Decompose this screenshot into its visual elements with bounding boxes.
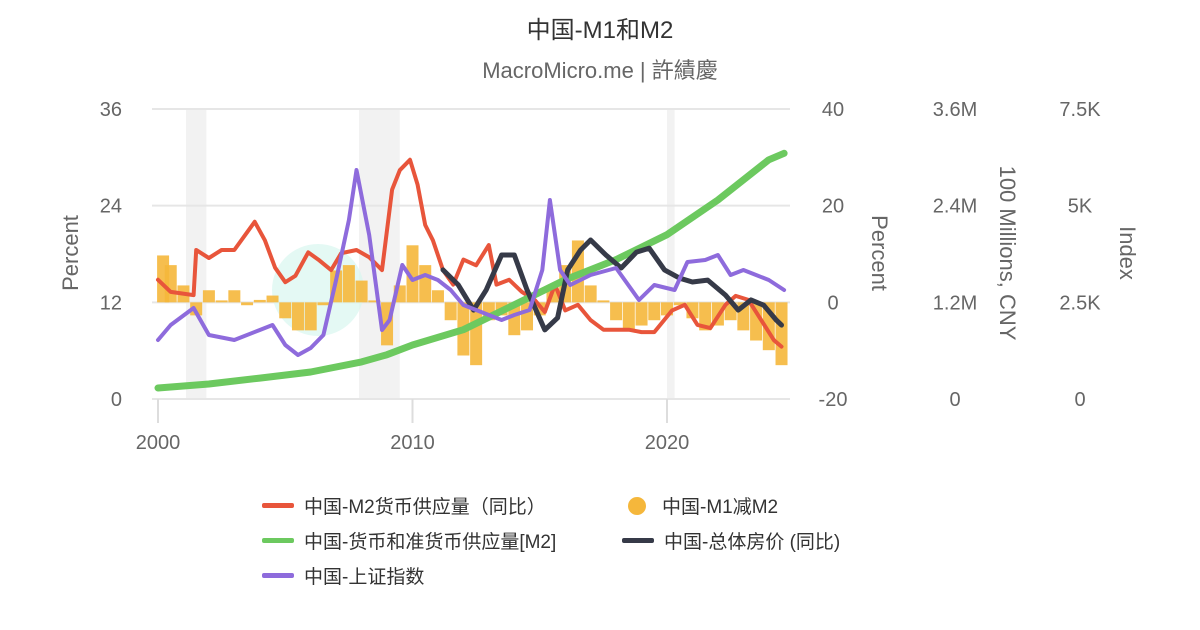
legend-item-m1-minus-m2[interactable]: 中国-M1减M2 xyxy=(622,492,778,519)
x-tick-label: 2000 xyxy=(136,432,181,454)
legend-swatch xyxy=(628,496,646,515)
y-tick-label: -20 xyxy=(819,389,848,411)
legend-swatch xyxy=(262,573,294,578)
legend-label: 中国-M1减M2 xyxy=(662,497,779,518)
legend-label: 中国-M2货币供应量（同比） xyxy=(304,497,546,518)
bar xyxy=(342,265,355,303)
y-tick-label: 5K xyxy=(1068,196,1093,218)
y-tick-label: 0 xyxy=(111,389,122,411)
y-tick-label: 24 xyxy=(100,196,122,218)
y-tick-label: 36 xyxy=(100,99,122,121)
series-line xyxy=(156,168,787,357)
right-index-axis-title: Index xyxy=(1115,226,1140,280)
left-axis-title: Percent xyxy=(58,215,83,291)
y-tick-label: 1.2M xyxy=(933,292,977,314)
legend-label: 中国-总体房价 (同比) xyxy=(664,532,841,553)
legend-swatch xyxy=(262,503,294,508)
legend-swatch xyxy=(622,538,654,543)
bar xyxy=(215,300,228,303)
bar xyxy=(584,285,597,303)
bar xyxy=(431,290,444,303)
bar xyxy=(304,302,317,331)
y-tick-label: 7.5K xyxy=(1059,99,1101,121)
bar xyxy=(202,290,215,303)
series-line xyxy=(156,157,784,349)
bar xyxy=(368,300,381,303)
y-tick-label: 3.6M xyxy=(933,99,977,121)
bar xyxy=(648,302,661,321)
bar xyxy=(444,302,457,321)
y-tick-label: 0 xyxy=(949,389,960,411)
x-tick-label: 2010 xyxy=(390,432,435,454)
bar xyxy=(317,302,330,306)
legend-item-m2-yoy[interactable]: 中国-M2货币供应量（同比） xyxy=(262,492,546,519)
bar xyxy=(228,290,241,303)
chart-title: 中国-M1和M2 xyxy=(527,17,674,44)
bar xyxy=(622,302,635,331)
bar xyxy=(470,302,483,366)
y-tick-label: 2.4M xyxy=(933,196,977,218)
y-tick-label: 40 xyxy=(822,99,844,121)
bar xyxy=(673,302,686,306)
x-tick-label: 2020 xyxy=(645,432,690,454)
legend-item-sse-index[interactable]: 中国-上证指数 xyxy=(262,562,424,589)
bar xyxy=(419,265,432,303)
bar xyxy=(241,302,254,306)
legend-label: 中国-货币和准货币供应量[M2] xyxy=(304,532,557,553)
bar xyxy=(279,302,292,319)
y-tick-label: 12 xyxy=(100,292,122,314)
y-tick-label: 20 xyxy=(822,196,844,218)
legend-item-m2[interactable]: 中国-货币和准货币供应量[M2] xyxy=(262,527,556,554)
bar xyxy=(635,302,648,326)
shaded-period xyxy=(667,109,675,399)
right-percent-axis-title: Percent xyxy=(867,215,892,291)
y-tick-label: 0 xyxy=(827,292,838,314)
bar xyxy=(291,302,304,331)
y-tick-label: 2.5K xyxy=(1059,292,1101,314)
bar xyxy=(406,245,419,303)
bar xyxy=(699,302,712,331)
right-cny-axis-title: 100 Millions, CNY xyxy=(995,166,1020,341)
bar xyxy=(266,295,279,303)
legend-swatch xyxy=(262,538,294,543)
y-tick-label: 0 xyxy=(1074,389,1085,411)
bar xyxy=(597,300,610,303)
legend-label: 中国-上证指数 xyxy=(304,567,425,588)
bar xyxy=(610,302,623,321)
bar xyxy=(775,302,788,366)
bar xyxy=(750,302,763,341)
bar xyxy=(508,302,521,336)
legend-item-house-price[interactable]: 中国-总体房价 (同比) xyxy=(622,527,840,554)
bar xyxy=(253,299,266,303)
series-line xyxy=(440,237,784,333)
chart-subtitle: MacroMicro.me | 許績慶 xyxy=(482,58,718,83)
bar xyxy=(355,280,368,303)
series-line xyxy=(154,149,788,392)
bar xyxy=(164,265,177,303)
